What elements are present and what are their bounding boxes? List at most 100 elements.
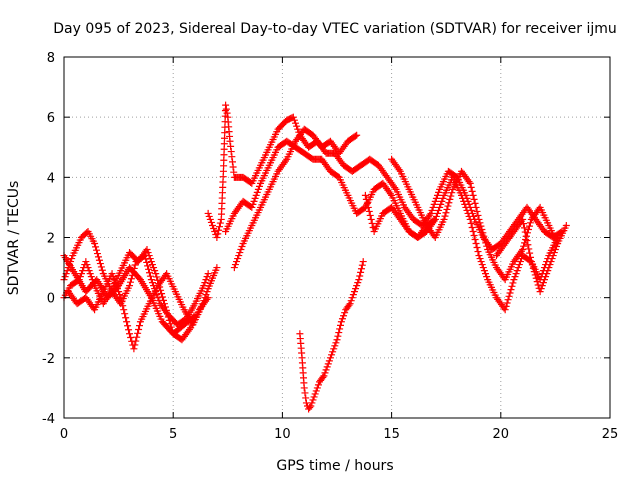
data-point	[467, 219, 475, 227]
data-point	[326, 354, 334, 362]
data-point	[313, 384, 321, 392]
data-point	[111, 279, 119, 287]
data-point	[307, 402, 315, 410]
data-point	[431, 197, 439, 205]
data-point	[201, 294, 209, 302]
data-point	[433, 191, 441, 199]
data-point	[146, 255, 154, 263]
data-point	[511, 273, 519, 281]
series-trace-4	[60, 252, 199, 338]
data-point	[63, 267, 71, 275]
data-point	[347, 297, 355, 305]
data-point	[479, 264, 487, 272]
data-point	[363, 199, 371, 207]
data-point	[480, 267, 488, 275]
data-point	[334, 332, 342, 340]
data-point	[522, 232, 530, 240]
data-point	[84, 264, 92, 272]
data-point	[306, 403, 314, 411]
data-point	[231, 261, 239, 269]
data-point	[357, 265, 365, 273]
data-point	[525, 222, 533, 230]
data-point	[358, 261, 366, 269]
data-point	[323, 363, 331, 371]
data-point	[483, 273, 491, 281]
data-point	[474, 211, 482, 219]
data-point	[333, 336, 341, 344]
data-point	[154, 294, 162, 302]
data-point	[536, 288, 544, 296]
data-point	[213, 234, 221, 241]
data-point	[290, 116, 298, 124]
data-point	[216, 223, 224, 231]
data-point	[201, 279, 209, 287]
data-point	[350, 288, 358, 296]
data-point	[475, 215, 483, 223]
series-trace-9	[361, 191, 439, 241]
data-point	[235, 252, 243, 260]
data-point	[200, 297, 208, 305]
data-point	[158, 290, 166, 298]
data-point	[92, 243, 100, 251]
data-point	[130, 345, 138, 353]
data-point	[248, 203, 256, 211]
data-point	[509, 279, 517, 287]
data-point	[461, 200, 469, 208]
data-point	[145, 265, 153, 273]
data-point	[533, 278, 541, 286]
data-point	[529, 264, 537, 272]
data-point	[438, 197, 446, 205]
data-point	[251, 194, 259, 202]
data-point	[477, 258, 485, 266]
data-point	[136, 322, 144, 330]
data-point	[302, 394, 310, 402]
data-point	[152, 270, 160, 278]
data-point	[337, 318, 345, 326]
data-point	[544, 267, 552, 275]
data-point	[202, 276, 210, 284]
data-point	[520, 224, 528, 232]
data-point	[440, 215, 448, 223]
data-point	[540, 276, 548, 284]
data-point	[482, 239, 490, 247]
data-point	[120, 306, 128, 314]
data-point	[464, 209, 472, 217]
data-point	[528, 261, 536, 269]
data-point	[353, 131, 361, 139]
data-point	[471, 236, 479, 244]
data-point	[436, 203, 444, 211]
data-point	[325, 357, 333, 365]
data-point	[367, 215, 375, 223]
series-trace-5	[204, 101, 566, 254]
data-point	[345, 301, 353, 309]
data-point	[93, 246, 101, 254]
data-point	[457, 191, 465, 199]
data-points	[60, 101, 570, 413]
data-point	[538, 282, 546, 290]
data-point	[507, 286, 515, 294]
data-point	[166, 320, 174, 328]
data-point	[527, 253, 535, 261]
data-point	[204, 209, 212, 217]
data-point	[545, 264, 553, 272]
data-point	[144, 249, 152, 257]
data-point	[191, 312, 199, 320]
data-point	[97, 263, 105, 271]
data-point	[353, 282, 361, 290]
data-point	[125, 326, 133, 334]
data-point	[229, 163, 237, 171]
data-point	[430, 216, 438, 224]
data-point	[429, 203, 437, 211]
data-point	[468, 223, 476, 231]
data-point	[539, 279, 547, 287]
data-point	[148, 261, 156, 269]
data-point	[477, 222, 485, 230]
data-point	[119, 302, 127, 310]
data-point	[126, 282, 134, 290]
data-point	[79, 267, 87, 275]
data-point	[85, 267, 93, 275]
data-point	[162, 306, 170, 314]
data-point	[148, 279, 156, 287]
data-point	[203, 288, 211, 296]
